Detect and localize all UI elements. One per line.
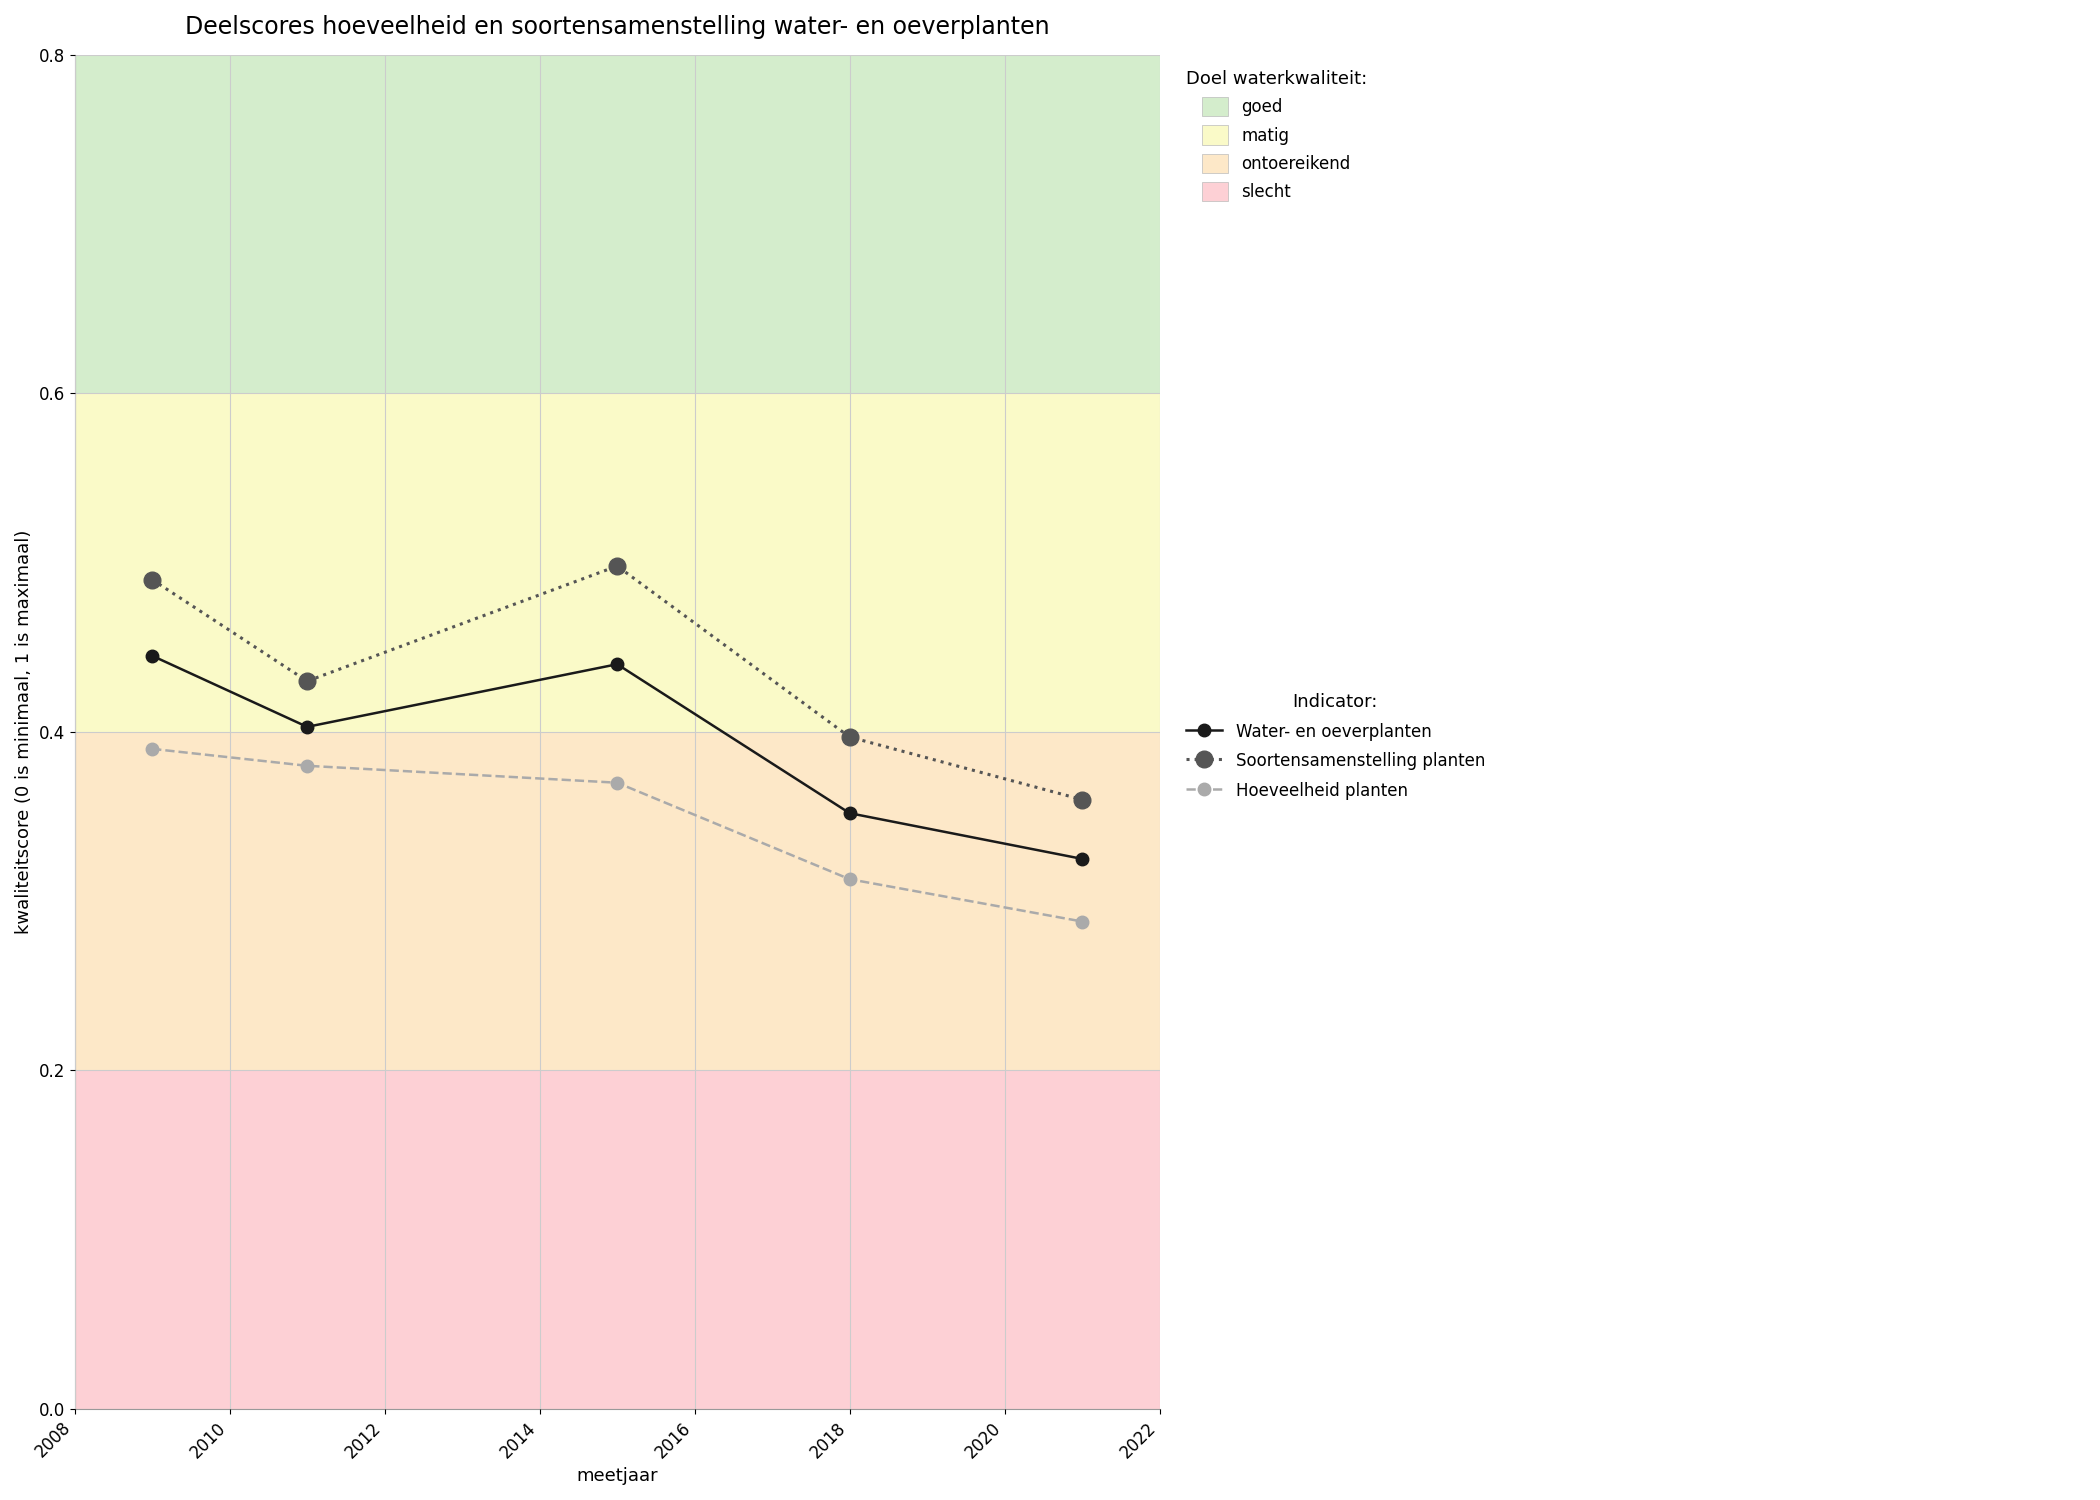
Bar (76, 393, 1159, 732)
Bar (76, 56, 1159, 393)
Y-axis label: kwaliteitscore (0 is minimaal, 1 is maximaal): kwaliteitscore (0 is minimaal, 1 is maxi… (15, 530, 34, 934)
Bar (76, 732, 1159, 1071)
Bar (76, 1071, 1159, 1408)
Legend: Water- en oeverplanten, Soortensamenstelling planten, Hoeveelheid planten: Water- en oeverplanten, Soortensamenstel… (1178, 686, 1491, 807)
Title: Deelscores hoeveelheid en soortensamenstelling water- en oeverplanten: Deelscores hoeveelheid en soortensamenst… (185, 15, 1050, 39)
X-axis label: meetjaar: meetjaar (575, 1467, 657, 1485)
